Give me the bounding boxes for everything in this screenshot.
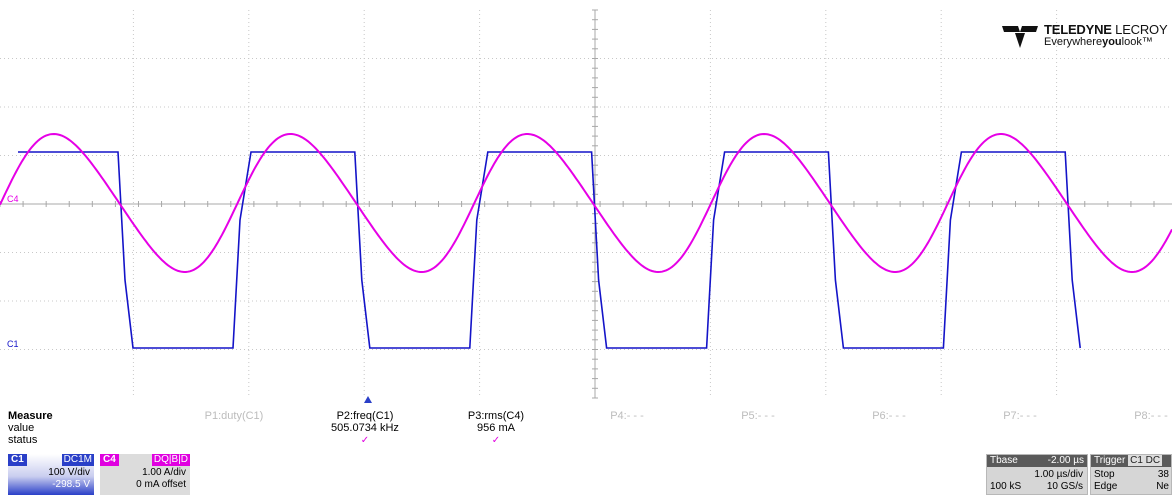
- timebase-samples: 100 kS: [990, 481, 1022, 492]
- brand-name: TELEDYNE LECROY: [1044, 22, 1168, 37]
- measure-param-name[interactable]: P3:rms(C4): [467, 410, 525, 422]
- measure-table: Measure value status P1:duty(C1) P2:freq(…: [0, 406, 1172, 454]
- c1-tag: C1: [8, 454, 27, 466]
- timebase-panel[interactable]: Tbase -2.00 µs 1.00 µs/div 100 kS 10 GS/s: [986, 454, 1088, 495]
- waveform-display[interactable]: TELEDYNE LECROY Everywhereyoulook™ C4 C1: [0, 0, 1172, 402]
- waveform-grid: [0, 9, 1172, 399]
- c1-descriptor-box[interactable]: C1 DC1M 100 V/div -298.5 V: [8, 454, 94, 495]
- trigger-panel[interactable]: Trigger C1 DC Stop Edge 38 Ne: [1090, 454, 1172, 495]
- measure-param-value: 956 mA: [477, 422, 515, 434]
- measure-title: Measure: [8, 410, 53, 422]
- c4-coupling: DQ|B|D: [151, 454, 190, 466]
- c4-trace-marker[interactable]: C4: [7, 194, 19, 204]
- c4-adiv: 1.00 A/div: [142, 467, 186, 478]
- teledyne-logo-icon: [1002, 26, 1038, 48]
- measure-param-name[interactable]: P2:freq(C1): [336, 410, 394, 422]
- measure-param-name[interactable]: P8:- - -: [1134, 410, 1168, 422]
- c4-waveform: [0, 132, 1172, 274]
- trigger-level: 38: [1157, 469, 1169, 480]
- timebase-header: Tbase -2.00 µs: [987, 455, 1087, 467]
- measure-param-name[interactable]: P6:- - -: [872, 410, 906, 422]
- measure-param-name[interactable]: P7:- - -: [1003, 410, 1037, 422]
- measure-param-name[interactable]: P5:- - -: [741, 410, 775, 422]
- brand-tagline: Everywhereyoulook™: [1044, 36, 1153, 48]
- c4-tag: C4: [100, 454, 119, 466]
- trigger-header: Trigger C1 DC: [1091, 455, 1171, 467]
- c1-waveform: [18, 151, 1081, 349]
- c1-trace-marker[interactable]: C1: [7, 339, 19, 349]
- c1-coupling: DC1M: [61, 454, 94, 466]
- measure-row-value: value: [8, 422, 35, 434]
- trigger-position-marker[interactable]: [364, 396, 372, 403]
- c1-offset: -298.5 V: [52, 479, 90, 490]
- measure-param-status: ✓: [491, 435, 501, 446]
- trigger-type: Edge: [1094, 481, 1118, 492]
- trigger-mode: Stop: [1094, 469, 1115, 480]
- c4-offset: 0 mA offset: [136, 479, 186, 490]
- teledyne-lecroy-logo: TELEDYNE LECROY Everywhereyoulook™: [1000, 20, 1172, 52]
- measure-param-name[interactable]: P1:duty(C1): [204, 410, 264, 422]
- c1-vdiv: 100 V/div: [48, 467, 90, 478]
- measure-param-name[interactable]: P4:- - -: [610, 410, 644, 422]
- timebase-scale: 1.00 µs/div: [1034, 469, 1083, 480]
- c4-descriptor-box[interactable]: C4 DQ|B|D 1.00 A/div 0 mA offset: [100, 454, 190, 495]
- trigger-slope: Ne: [1156, 481, 1169, 492]
- measure-param-value: 505.0734 kHz: [331, 422, 399, 434]
- measure-param-status: ✓: [360, 435, 370, 446]
- timebase-rate: 10 GS/s: [1046, 481, 1083, 492]
- measure-row-status: status: [8, 434, 38, 446]
